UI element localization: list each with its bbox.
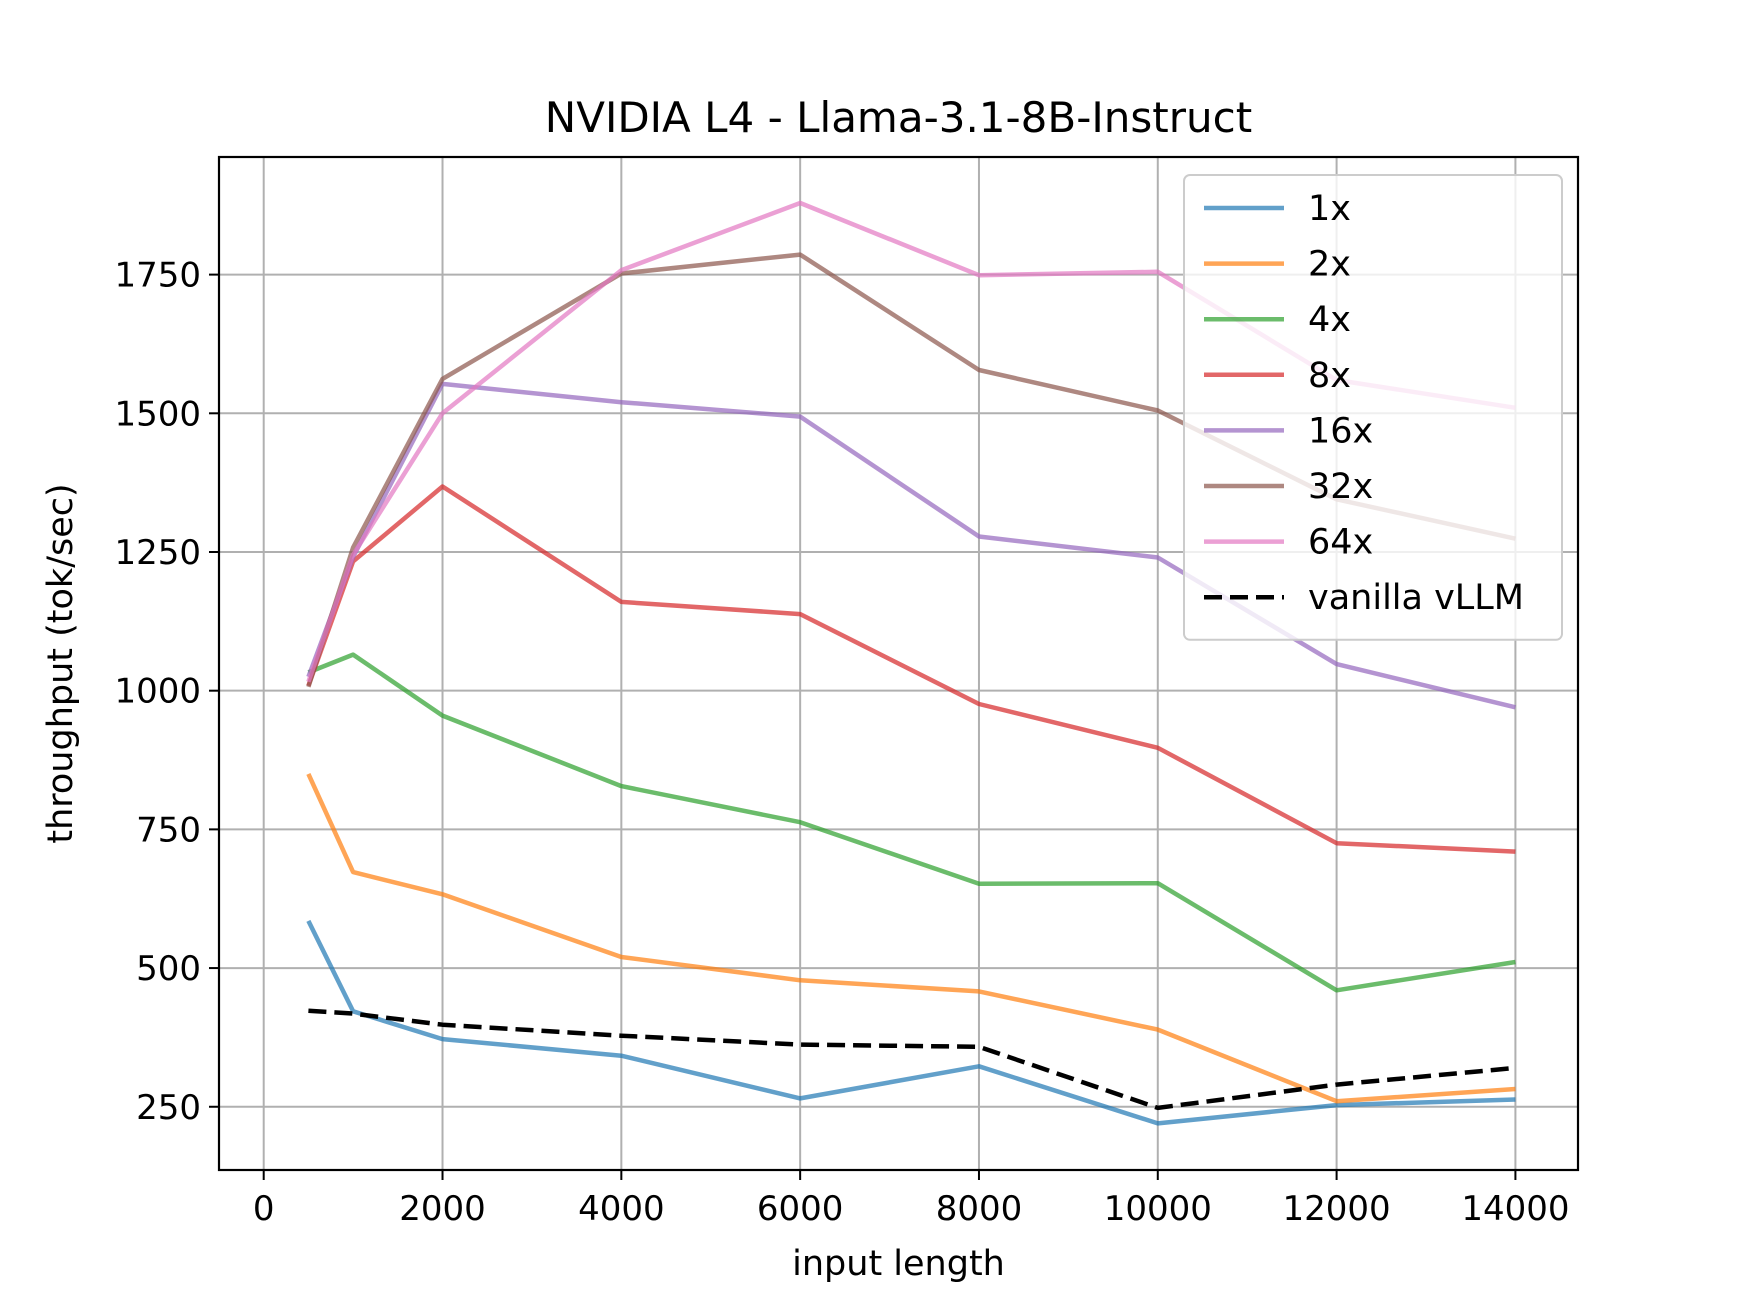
x-tick-label: 12000 — [1283, 1189, 1391, 1229]
legend-label: 4x — [1308, 300, 1351, 340]
series-line-8x — [306, 484, 1516, 854]
y-tick-label: 1000 — [114, 672, 201, 712]
series-line-2x — [306, 772, 1516, 1104]
x-tick-label: 6000 — [757, 1189, 844, 1229]
legend-label: vanilla vLLM — [1308, 578, 1524, 618]
legend-label: 8x — [1308, 356, 1351, 396]
legend-label: 2x — [1308, 245, 1351, 285]
y-tick-label: 1750 — [114, 256, 201, 296]
legend-label: 32x — [1308, 467, 1373, 507]
x-tick-label: 8000 — [936, 1189, 1023, 1229]
x-tick-label: 0 — [253, 1189, 275, 1229]
x-tick-label: 10000 — [1104, 1189, 1212, 1229]
legend-label: 16x — [1308, 411, 1373, 451]
y-tick-label: 1250 — [114, 533, 201, 573]
chart-title: NVIDIA L4 - Llama-3.1-8B-Instruct — [545, 93, 1252, 142]
x-tick-label: 4000 — [578, 1189, 665, 1229]
plot-frame — [217, 155, 1580, 1172]
series-line-4x — [307, 652, 1516, 993]
y-tick-label: 250 — [136, 1088, 201, 1128]
tick-layer: 0 2000 4000 6000 8000 10000 12000 14000 250 500 75… — [114, 256, 1569, 1229]
y-tick-label: 750 — [136, 810, 201, 850]
legend-label: 1x — [1308, 189, 1351, 229]
legend-box — [1183, 174, 1563, 641]
series-line-1x — [306, 919, 1516, 1126]
y-tick-label: 1500 — [114, 394, 201, 434]
legend: 1x 2x 4x 8x 16x 32x 64x vanilla vLLM — [1183, 174, 1563, 641]
x-tick-label: 14000 — [1461, 1189, 1569, 1229]
y-tick-label: 500 — [136, 949, 201, 989]
x-axis-label: input length — [792, 1244, 1005, 1284]
legend-label: 64x — [1308, 523, 1373, 563]
y-axis-label: throughput (tok/sec) — [41, 483, 81, 843]
x-tick-label: 2000 — [399, 1189, 486, 1229]
